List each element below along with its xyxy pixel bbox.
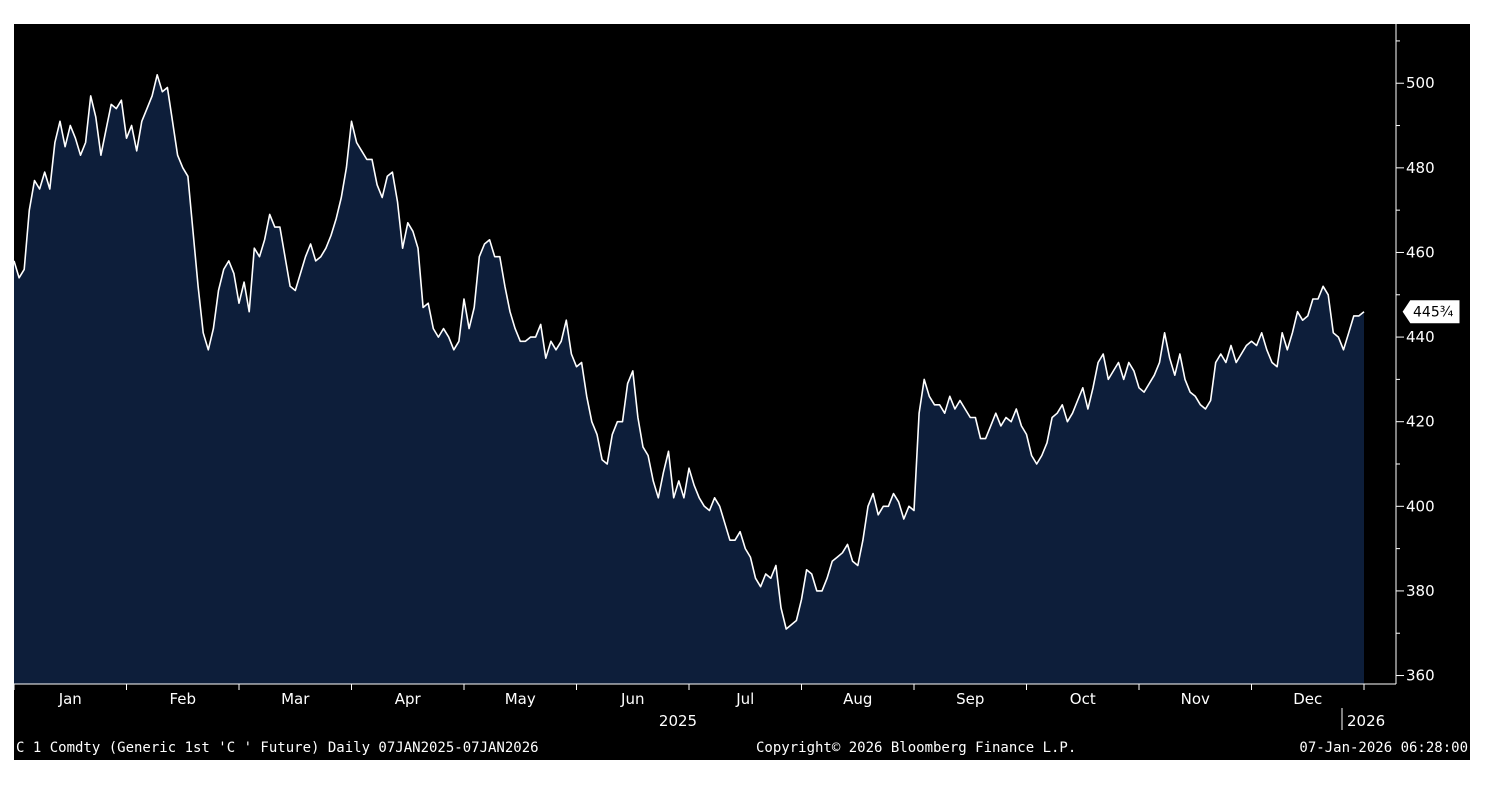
price-line [14,73,1365,630]
price-area-fill [14,74,1364,685]
last-value-marker: 445¾ [1401,299,1461,325]
x-tick-label: Dec [1293,690,1322,708]
footer-copyright: Copyright© 2026 Bloomberg Finance L.P. [756,740,1076,756]
plot-area [14,73,1365,685]
footer-description: C 1 Comdty (Generic 1st 'C ' Future) Dai… [16,740,539,756]
chart-panel: 360 380 400 420 440 460 480 500 Jan Feb Mar Apr May… [14,24,1470,760]
price-chart: 360 380 400 420 440 460 480 500 Jan Feb Mar Apr May… [14,24,1468,756]
y-tick-label: 460 [1406,243,1435,261]
y-tick-label: 480 [1406,159,1435,177]
y-tick-label: 380 [1406,582,1435,600]
y-tick-label: 500 [1406,74,1435,92]
x-tick-label: Mar [281,690,310,708]
x-tick-label: Nov [1181,690,1210,708]
last-value-box [1401,299,1461,325]
x-axis: Jan Feb Mar Apr May Jun Jul Aug Sep Oct Nov Dec 2025… [14,683,1396,730]
year-label: 2025 [659,712,697,730]
year-label: 2026 [1347,712,1385,730]
last-value-label: 445¾ [1413,305,1454,321]
y-tick-label: 400 [1406,497,1435,515]
x-tick-label: Apr [395,690,422,708]
y-tick-label: 360 [1406,667,1435,685]
x-tick-label: Sep [956,690,984,708]
y-tick-label: 420 [1406,413,1435,431]
x-tick-label: Jan [58,690,82,708]
x-tick-label: Aug [843,690,872,708]
y-tick-label: 440 [1406,328,1435,346]
x-tick-label: May [505,690,536,708]
x-tick-label: Jul [735,690,754,708]
x-tick-label: Jun [620,690,644,708]
footer-timestamp: 07-Jan-2026 06:28:00 [1299,740,1468,756]
x-tick-label: Oct [1070,690,1096,708]
x-tick-label: Feb [169,690,196,708]
y-axis: 360 380 400 420 440 460 480 500 [1395,24,1435,685]
